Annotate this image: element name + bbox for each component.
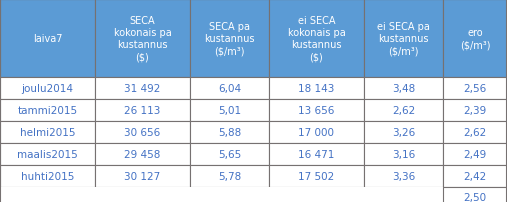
- Bar: [190, 100, 269, 121]
- Text: 5,01: 5,01: [218, 105, 241, 115]
- Text: ei SECA pa
kustannus
($/m³): ei SECA pa kustannus ($/m³): [377, 22, 430, 56]
- Text: tammi2015: tammi2015: [17, 105, 78, 115]
- Bar: [269, 121, 364, 143]
- Bar: [269, 0, 364, 78]
- Bar: [443, 165, 507, 187]
- Text: ero
($/m³): ero ($/m³): [460, 28, 490, 50]
- Text: 5,88: 5,88: [218, 127, 241, 137]
- Bar: [95, 143, 190, 165]
- Text: 2,42: 2,42: [463, 171, 487, 181]
- Bar: [269, 143, 364, 165]
- Bar: [364, 100, 443, 121]
- Text: 2,62: 2,62: [463, 127, 487, 137]
- Bar: [364, 78, 443, 100]
- Bar: [95, 0, 190, 78]
- Bar: [190, 165, 269, 187]
- Bar: [364, 165, 443, 187]
- Bar: [443, 143, 507, 165]
- Text: 3,48: 3,48: [392, 84, 415, 94]
- Text: 6,04: 6,04: [218, 84, 241, 94]
- Text: 3,26: 3,26: [392, 127, 415, 137]
- Text: 5,65: 5,65: [218, 149, 241, 159]
- Text: ei SECA
kokonais pa
kustannus
($): ei SECA kokonais pa kustannus ($): [287, 16, 345, 62]
- Text: 26 113: 26 113: [124, 105, 161, 115]
- Text: 17 000: 17 000: [299, 127, 335, 137]
- Bar: [0, 100, 95, 121]
- Text: 2,56: 2,56: [463, 84, 487, 94]
- Text: 31 492: 31 492: [124, 84, 161, 94]
- Bar: [269, 78, 364, 100]
- Bar: [443, 78, 507, 100]
- Bar: [95, 100, 190, 121]
- Text: 17 502: 17 502: [299, 171, 335, 181]
- Text: 2,39: 2,39: [463, 105, 487, 115]
- Text: maalis2015: maalis2015: [17, 149, 78, 159]
- Text: 16 471: 16 471: [298, 149, 335, 159]
- Bar: [95, 165, 190, 187]
- Bar: [190, 121, 269, 143]
- Bar: [190, 143, 269, 165]
- Text: 3,16: 3,16: [392, 149, 415, 159]
- Bar: [95, 187, 190, 202]
- Bar: [443, 100, 507, 121]
- Bar: [269, 187, 364, 202]
- Bar: [443, 187, 507, 202]
- Bar: [364, 187, 443, 202]
- Bar: [443, 121, 507, 143]
- Text: SECA pa
kustannus
($/m³): SECA pa kustannus ($/m³): [204, 22, 255, 56]
- Bar: [190, 78, 269, 100]
- Text: huhti2015: huhti2015: [21, 171, 74, 181]
- Text: 5,78: 5,78: [218, 171, 241, 181]
- Bar: [0, 121, 95, 143]
- Bar: [364, 143, 443, 165]
- Bar: [0, 78, 95, 100]
- Text: helmi2015: helmi2015: [20, 127, 75, 137]
- Bar: [269, 165, 364, 187]
- Text: SECA
kokonais pa
kustannus
($): SECA kokonais pa kustannus ($): [114, 16, 171, 62]
- Bar: [443, 0, 507, 78]
- Bar: [190, 0, 269, 78]
- Text: 2,50: 2,50: [463, 192, 487, 202]
- Text: 2,62: 2,62: [392, 105, 415, 115]
- Text: laiva7: laiva7: [33, 34, 62, 44]
- Bar: [0, 143, 95, 165]
- Bar: [364, 0, 443, 78]
- Bar: [190, 187, 269, 202]
- Bar: [364, 121, 443, 143]
- Bar: [269, 100, 364, 121]
- Text: 30 127: 30 127: [124, 171, 161, 181]
- Text: 30 656: 30 656: [124, 127, 161, 137]
- Bar: [95, 121, 190, 143]
- Text: 18 143: 18 143: [298, 84, 335, 94]
- Text: 2,49: 2,49: [463, 149, 487, 159]
- Bar: [0, 187, 95, 202]
- Text: 13 656: 13 656: [298, 105, 335, 115]
- Text: 29 458: 29 458: [124, 149, 161, 159]
- Bar: [0, 0, 95, 78]
- Bar: [0, 165, 95, 187]
- Text: joulu2014: joulu2014: [21, 84, 74, 94]
- Bar: [95, 78, 190, 100]
- Text: 3,36: 3,36: [392, 171, 415, 181]
